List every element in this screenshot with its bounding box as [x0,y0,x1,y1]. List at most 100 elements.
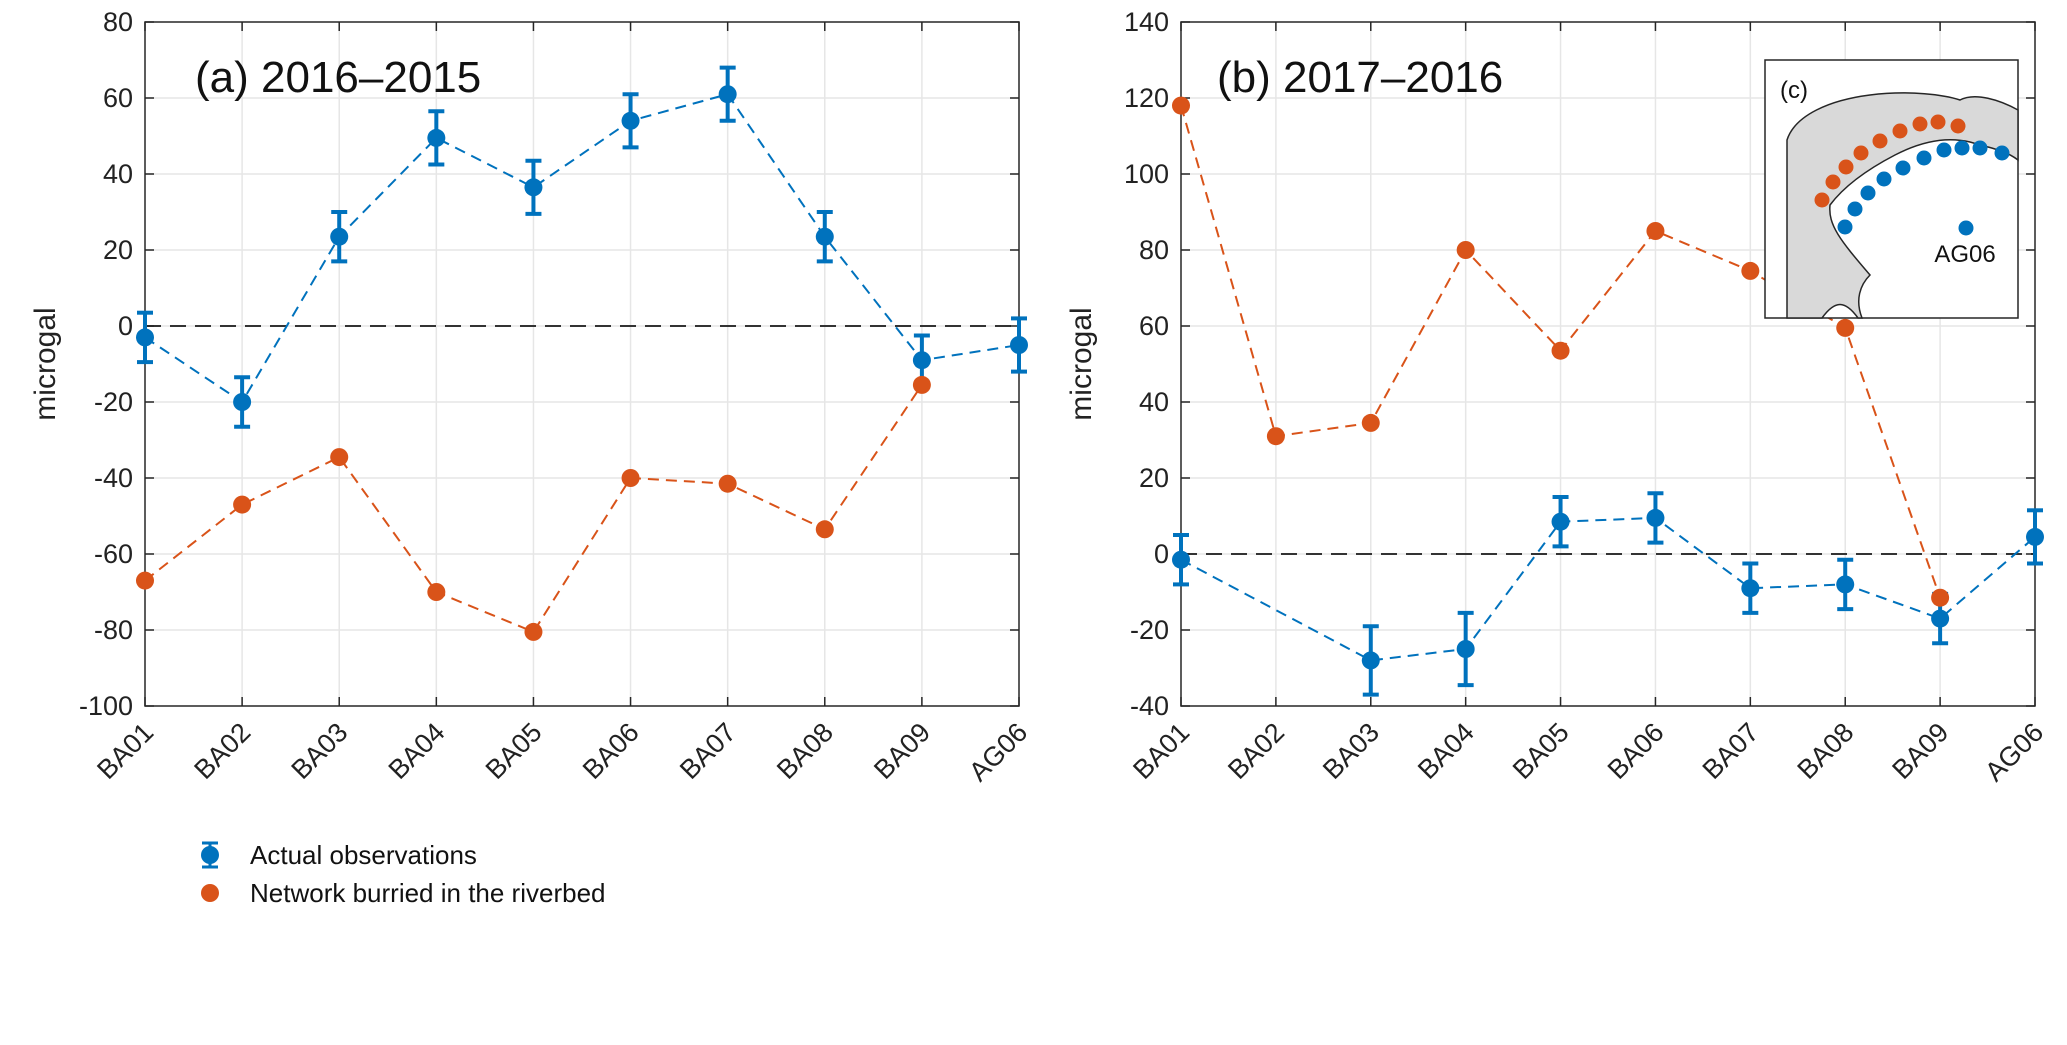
x-tick-label: AG06 [1979,717,2049,787]
y-tick-label: 0 [118,311,133,341]
x-tick-label: AG06 [963,717,1033,787]
y-tick-label: 0 [1154,539,1169,569]
legend-marker-network [201,884,219,902]
panel-a: -100 -80 -60 -40 -20 0 20 40 60 80 BA01 BA02 BA03 BA0… [29,7,1033,787]
y-tick-label: -40 [1130,691,1169,721]
legend-entry-network: Network burried in the riverbed [250,878,606,908]
inset-point-ag06 [1958,220,1974,236]
x-tick-label: BA09 [1886,717,1954,785]
x-tick-label: BA04 [383,717,451,785]
inset-point [1872,133,1888,149]
data-point [1741,261,1760,280]
inset-point [1825,174,1841,190]
x-tick-label: BA05 [480,717,548,785]
y-axis-label: microgal [29,307,62,420]
data-point [912,375,931,394]
y-tick-label: 80 [1139,235,1169,265]
data-point [136,328,154,347]
inset-point [1950,118,1966,134]
x-tick-label: BA03 [1317,717,1385,785]
data-point [621,111,640,130]
inset-point [1892,123,1908,139]
y-tick-label: -80 [94,615,133,645]
inset-riverbed-points [1814,114,1966,208]
legend-entry-observations: Actual observations [250,840,477,870]
data-point [1266,427,1285,446]
data-point [233,495,252,514]
data-point [1361,651,1380,670]
data-point [1646,222,1665,240]
inset-point [1916,150,1932,166]
inset-point [1838,159,1854,175]
series-line [144,384,923,634]
inset-point [1930,114,1946,130]
data-point [524,178,543,197]
y-tick-label: 20 [1139,463,1169,493]
series-line [144,93,1020,404]
inset-point [1847,201,1863,217]
data-point [1931,609,1950,628]
data-point [427,128,446,147]
data-point [1551,512,1570,531]
inset-observation-points [1837,140,2010,236]
y-tick-label: -100 [79,691,133,721]
x-tick-label: BA07 [674,717,742,785]
inset-point [1860,185,1876,201]
data-point [330,448,349,467]
inset-point [1876,171,1892,187]
data-point [2026,527,2044,546]
data-point [621,469,640,487]
plot-frame [144,21,1020,707]
data-point [718,474,737,493]
inset-point [1936,142,1952,158]
data-point [330,227,349,246]
inset-point [1853,145,1869,161]
data-point [912,351,931,370]
y-tick-label: -40 [94,463,133,493]
inset-riverbed-shape [1786,92,2019,319]
x-tick-label: BA04 [1412,717,1480,785]
y-tick-label: 60 [1139,311,1169,341]
data-point [815,227,834,246]
x-tick-label: BA03 [286,717,354,785]
data-point [1931,588,1950,607]
data-point [1456,640,1475,658]
x-tick-label: BA02 [188,717,256,785]
y-tick-label: 20 [103,235,133,265]
y-tick-label: 140 [1124,7,1169,37]
data-point [233,393,252,411]
y-tick-label: 100 [1124,159,1169,189]
data-point [1010,336,1028,354]
y-tick-label: 40 [1139,387,1169,417]
x-tick-label: BA01 [91,717,159,785]
data-point [1172,550,1190,569]
data-point [1836,575,1855,594]
panel-title: (a) 2016–2015 [195,53,481,102]
x-tick-label: BA06 [1602,717,1670,785]
data-point [1646,508,1665,527]
data-point [136,571,154,590]
data-point [718,85,737,104]
y-tick-label: 40 [103,159,133,189]
panel-title: (b) 2017–2016 [1217,53,1503,102]
series-line [1180,516,2036,662]
inset-label: (c) [1780,77,1808,104]
y-tick-label: 120 [1124,83,1169,113]
data-point [1741,579,1760,598]
x-tick-label: BA06 [577,717,645,785]
x-tick-label: BA01 [1127,717,1195,785]
x-tick-label: BA05 [1507,717,1575,785]
data-point [1836,318,1855,337]
y-tick-label: -60 [94,539,133,569]
inset-point [1912,116,1928,132]
data-point [1456,241,1475,259]
plot-frame [1180,21,2036,707]
y-axis-label: microgal [1065,307,1098,420]
inset-map: (c) AG06 [1764,59,2019,319]
data-point [1172,96,1190,115]
inset-point [1895,160,1911,176]
inset-point [1994,145,2010,161]
inset-station-label: AG06 [1934,241,1995,268]
data-point [1551,341,1570,360]
